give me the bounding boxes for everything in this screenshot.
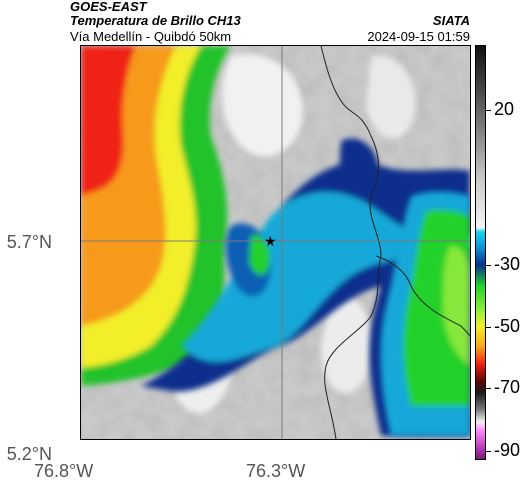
lon-label-76-3: 76.3°W <box>246 461 306 481</box>
agency-label: SIATA <box>432 13 470 28</box>
colorbar-tick <box>485 265 491 266</box>
colorbar-label: 20 <box>494 99 515 119</box>
region-subtitle: Vía Medellín - Quibdó 50km <box>70 29 232 44</box>
colorbar-label: -50 <box>494 316 521 336</box>
colorbar-tick <box>485 327 491 328</box>
brightness-temperature-field: ★ <box>81 46 470 439</box>
colorbar-tick <box>485 451 491 452</box>
colorbar-label: -30 <box>494 254 521 274</box>
colorbar-label: -90 <box>494 440 521 460</box>
satellite-map: ★ <box>80 45 471 440</box>
satellite-name: GOES-EAST <box>70 0 147 14</box>
star-marker-icon: ★ <box>264 234 277 250</box>
colorbar-tick <box>485 388 491 389</box>
western-cloud-mass <box>81 46 231 386</box>
border-line-west <box>320 46 382 439</box>
lat-label-5-7: 5.7°N <box>6 232 52 252</box>
datetime-label: 2024-09-15 01:59 <box>367 29 470 44</box>
temperature-colorbar <box>475 45 486 460</box>
product-title: Temperatura de Brillo CH13 <box>70 13 241 28</box>
colorbar-tick <box>485 110 491 111</box>
lat-label-5-2: 5.2°N <box>6 444 52 464</box>
eastern-cloud-mass <box>380 191 470 436</box>
border-line-east <box>375 255 470 337</box>
lon-label-76-8: 76.8°W <box>34 461 94 481</box>
colorbar-label: -70 <box>494 377 521 397</box>
